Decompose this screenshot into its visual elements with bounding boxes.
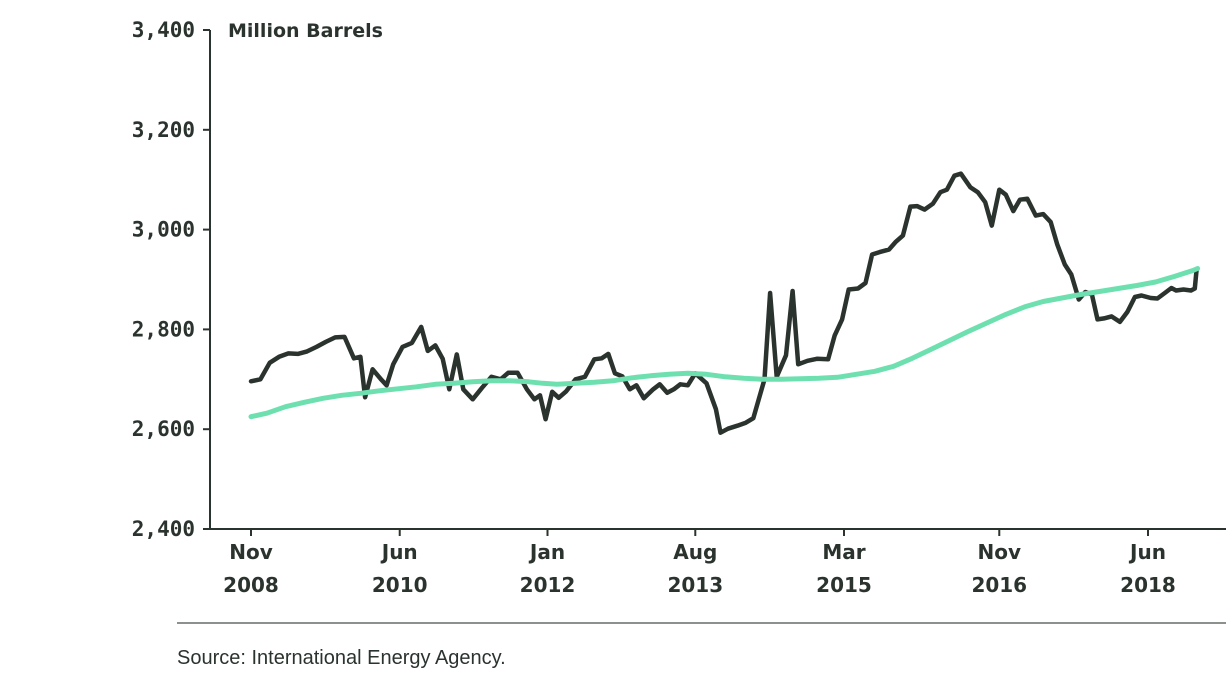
x-tick-label-month: Jun — [380, 540, 418, 564]
stocks-series-line — [248, 171, 1199, 435]
y-tick-label: 2,600 — [132, 417, 195, 441]
x-tick-label-year: 2018 — [1120, 573, 1176, 597]
x-tick-label-month: Mar — [822, 540, 865, 564]
y-tick-label: 3,200 — [132, 118, 195, 142]
source-note: Source: International Energy Agency. — [177, 647, 506, 669]
series-layer — [248, 171, 1201, 435]
y-tick-label: 2,800 — [132, 317, 195, 341]
x-tick-label-month: Nov — [229, 540, 273, 564]
x-tick-label-year: 2016 — [971, 573, 1027, 597]
x-tick-label-year: 2012 — [520, 573, 576, 597]
unit-label: Million Barrels — [228, 20, 383, 42]
average-series-line — [248, 266, 1201, 420]
y-tick-label: 2,400 — [132, 517, 195, 541]
y-axis: 2,400 2,600 2,800 3,000 3,200 3,400 — [132, 18, 211, 541]
x-tick-label-month: Nov — [978, 540, 1022, 564]
x-tick-label-year: 2010 — [372, 573, 428, 597]
x-axis: Nov 2008 Jun 2010 Jan 2012 Aug 2013 Mar 2015 Nov 20… — [210, 528, 1226, 597]
y-tick-label: 3,400 — [132, 18, 195, 42]
x-tick-label-year: 2008 — [223, 573, 279, 597]
x-tick-label-month: Aug — [673, 540, 717, 564]
x-tick-label-year: 2013 — [667, 573, 723, 597]
y-tick-label: 3,000 — [132, 218, 195, 242]
x-tick-label-month: Jan — [528, 540, 565, 564]
x-tick-label-month: Jun — [1128, 540, 1166, 564]
x-tick-label-year: 2015 — [816, 573, 872, 597]
